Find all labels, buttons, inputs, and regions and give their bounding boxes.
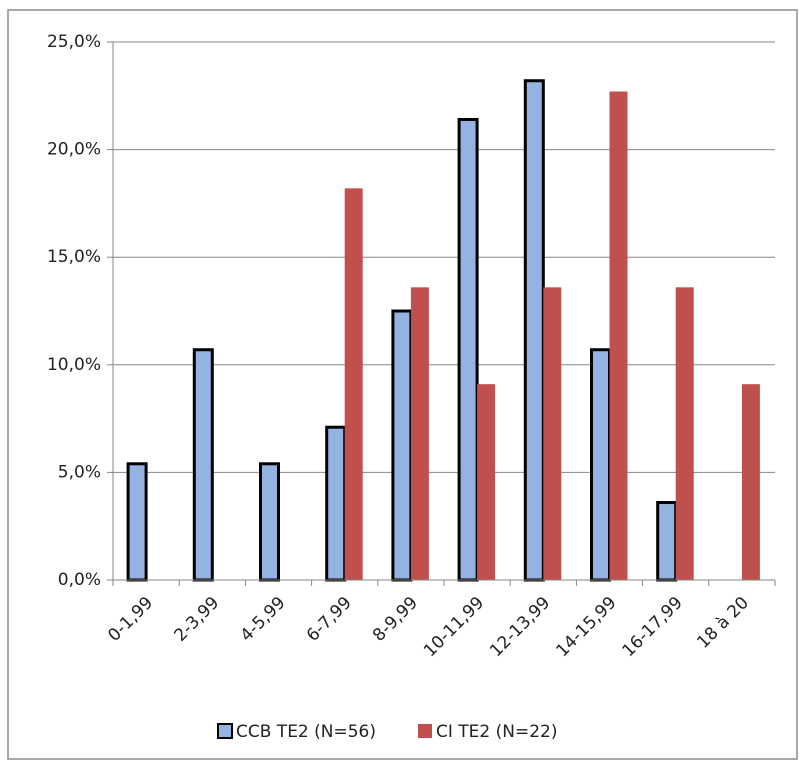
y-tick-label: 0,0% xyxy=(58,570,101,590)
bar xyxy=(259,462,280,582)
bar xyxy=(325,425,347,582)
bar xyxy=(391,309,413,582)
bar xyxy=(656,501,678,582)
bar xyxy=(543,287,562,580)
legend-label: CI TE2 (N=22) xyxy=(436,722,558,742)
bar xyxy=(523,79,545,582)
y-tick-label: 5,0% xyxy=(58,462,101,482)
bar xyxy=(477,384,496,580)
legend-label: CCB TE2 (N=56) xyxy=(236,722,376,742)
bar xyxy=(344,188,363,580)
bar xyxy=(126,462,148,582)
legend-swatch xyxy=(217,723,233,739)
bar xyxy=(192,348,214,582)
y-tick-label: 15,0% xyxy=(47,247,101,267)
bar xyxy=(741,384,760,580)
bar xyxy=(410,287,429,580)
legend-swatch xyxy=(418,724,432,738)
bar xyxy=(609,91,628,580)
y-tick-label: 10,0% xyxy=(47,355,101,375)
bar xyxy=(675,287,694,580)
y-tick-label: 25,0% xyxy=(47,32,101,52)
y-tick-label: 20,0% xyxy=(47,140,101,160)
bar xyxy=(457,117,479,582)
bar xyxy=(590,348,611,582)
